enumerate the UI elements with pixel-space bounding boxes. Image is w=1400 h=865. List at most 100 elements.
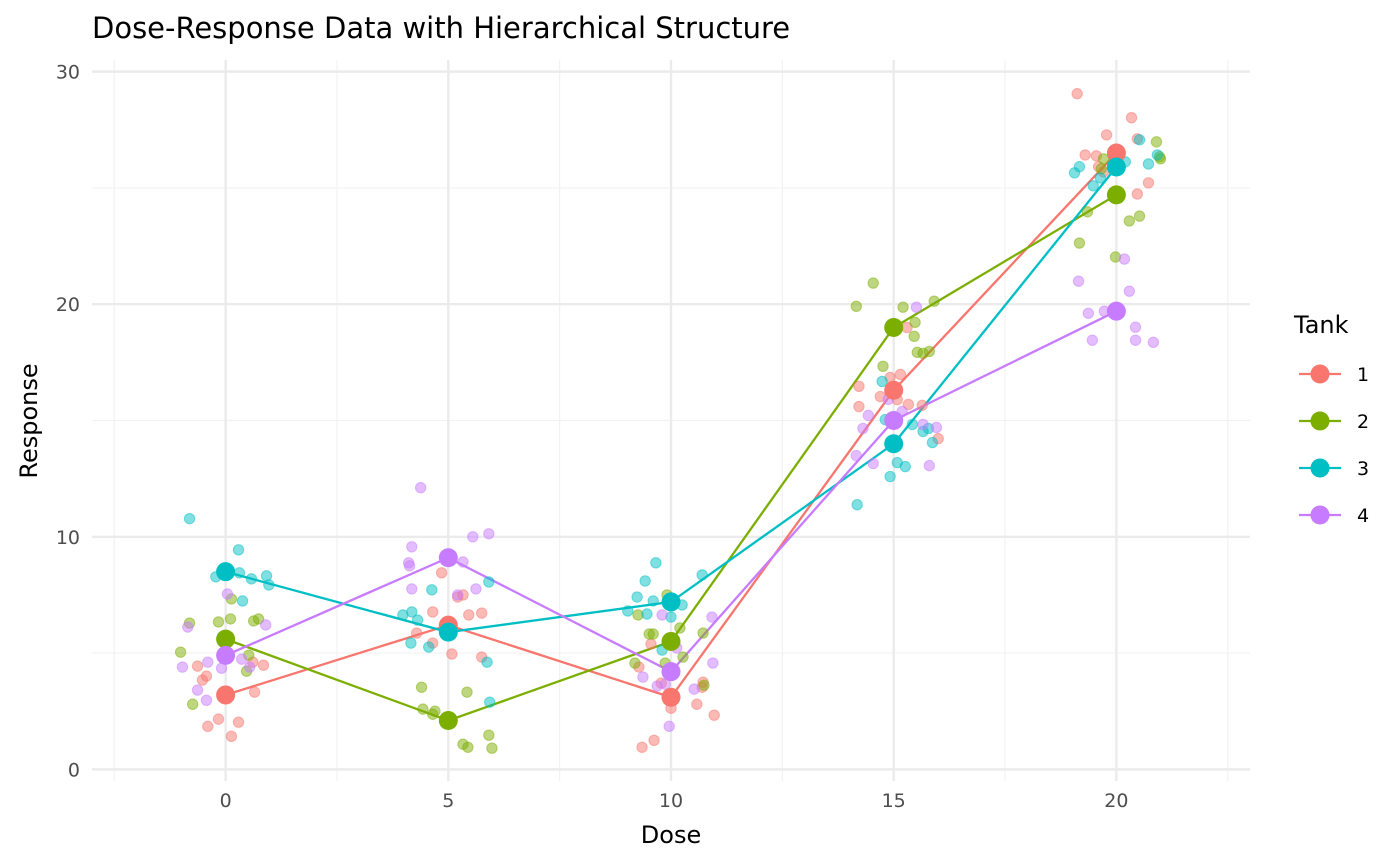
tank-2-point bbox=[850, 300, 862, 313]
tank-1-point bbox=[645, 638, 657, 650]
tank-2-point bbox=[697, 627, 709, 639]
legend-label: 2 bbox=[1357, 411, 1369, 433]
tank-3-point bbox=[899, 460, 911, 473]
tank-4-point bbox=[850, 449, 862, 462]
tank-2-point bbox=[647, 628, 659, 640]
tank-4-point bbox=[470, 583, 482, 595]
tank-1-point bbox=[476, 607, 488, 619]
y-axis-ticks: 0 10 20 30 bbox=[56, 62, 80, 782]
tank-1-point bbox=[212, 713, 225, 725]
tank-2-point bbox=[1081, 206, 1094, 218]
tank-4-mean-point bbox=[884, 411, 904, 430]
x-axis-ticks: 0 5 10 15 20 bbox=[220, 790, 1129, 812]
tank-1-mean-point bbox=[1106, 143, 1126, 163]
legend-label: 1 bbox=[1357, 364, 1369, 386]
tank-1-point bbox=[196, 674, 209, 686]
tank-3-point bbox=[405, 637, 417, 649]
tank-4-point bbox=[910, 301, 923, 313]
tank-2-point bbox=[867, 277, 879, 289]
tank-1-point bbox=[257, 659, 270, 671]
tank-2-point bbox=[1150, 136, 1163, 148]
tank-3-mean-point bbox=[438, 622, 458, 642]
legend: Tank 1 2 3 4 bbox=[1293, 311, 1369, 527]
y-tick-label: 0 bbox=[68, 759, 80, 781]
tank-3-point bbox=[1068, 167, 1081, 179]
tank-1-point bbox=[248, 686, 261, 698]
chart-title: Dose-Response Data with Hierarchical Str… bbox=[92, 11, 790, 45]
tank-3-point bbox=[1133, 134, 1146, 146]
tank-2-point bbox=[1133, 210, 1146, 222]
tank-2-point bbox=[174, 646, 187, 658]
legend-key-dot bbox=[1310, 458, 1330, 478]
tank-3-point bbox=[876, 375, 888, 388]
tank-2-mean-point bbox=[661, 631, 681, 651]
tank-1-point bbox=[191, 660, 204, 672]
tank-2-point bbox=[1097, 153, 1110, 165]
tank-1-mean-point bbox=[884, 380, 904, 400]
tank-3-point bbox=[1094, 172, 1107, 184]
tank-1-point bbox=[853, 380, 865, 393]
tank-3-point bbox=[650, 557, 662, 569]
tank-2-point bbox=[923, 345, 936, 358]
tank-2-point bbox=[1123, 215, 1136, 227]
y-tick-label: 10 bbox=[56, 527, 80, 549]
tank-1-point bbox=[648, 734, 660, 746]
tank-2-mean-point bbox=[216, 629, 236, 649]
tank-3-point bbox=[423, 641, 435, 653]
tank-3-point bbox=[631, 591, 643, 603]
tank-2-point bbox=[415, 681, 428, 693]
tank-1-point bbox=[463, 609, 475, 621]
tank-4-point bbox=[1082, 307, 1095, 319]
tank-4-point bbox=[1118, 253, 1131, 265]
x-tick-label: 20 bbox=[1104, 790, 1128, 812]
tank-3-point bbox=[484, 696, 496, 708]
tank-4-point bbox=[483, 528, 495, 540]
tank-4-point bbox=[403, 560, 416, 572]
tank-4-point bbox=[656, 609, 668, 621]
tank-3-point bbox=[1151, 149, 1164, 161]
tank-4-point bbox=[707, 657, 719, 669]
mean-points bbox=[216, 143, 1126, 731]
y-tick-label: 20 bbox=[56, 294, 80, 316]
tank-2-point bbox=[677, 651, 689, 663]
tank-1-point bbox=[916, 399, 928, 412]
legend-key-dot bbox=[1310, 364, 1330, 384]
tank-4-point bbox=[191, 684, 204, 696]
tank-2-point bbox=[674, 622, 686, 634]
tank-3-point bbox=[483, 576, 495, 588]
tank-2-mean-point bbox=[884, 317, 904, 337]
tank-4-point bbox=[406, 583, 418, 595]
tank-3-point bbox=[481, 656, 493, 668]
tank-2-point bbox=[212, 616, 225, 628]
legend-label: 3 bbox=[1357, 458, 1369, 480]
tank-4-point bbox=[260, 619, 272, 631]
tank-3-point bbox=[884, 470, 896, 483]
tank-4-point bbox=[867, 457, 879, 470]
tank-1-point bbox=[1142, 177, 1155, 189]
tank-3-point bbox=[1142, 158, 1155, 170]
tank-2-point bbox=[186, 698, 199, 710]
tank-2-point bbox=[461, 686, 473, 698]
tank-4-mean-point bbox=[438, 548, 458, 568]
tank-3-point bbox=[641, 608, 653, 620]
tank-1-point bbox=[446, 648, 458, 660]
tank-1-point bbox=[225, 730, 238, 743]
tank-1-point bbox=[636, 741, 648, 753]
tank-2-point bbox=[417, 703, 429, 715]
x-tick-label: 10 bbox=[659, 790, 683, 812]
tank-3-point bbox=[411, 614, 424, 626]
tank-1-point bbox=[1131, 188, 1144, 200]
tank-3-point bbox=[232, 544, 245, 556]
tank-3-point bbox=[1087, 180, 1099, 192]
tank-4-point bbox=[923, 459, 936, 472]
tank-1-point bbox=[202, 720, 214, 733]
tank-4-point bbox=[917, 418, 929, 431]
tank-4-point bbox=[176, 661, 189, 673]
tank-1-point bbox=[435, 567, 448, 579]
tank-2-point bbox=[928, 295, 940, 307]
tank-1-point bbox=[1079, 149, 1091, 161]
x-tick-label: 5 bbox=[442, 790, 454, 812]
tank-2-point bbox=[698, 679, 710, 691]
tank-3-point bbox=[622, 605, 634, 617]
tank-2-point bbox=[427, 708, 439, 720]
